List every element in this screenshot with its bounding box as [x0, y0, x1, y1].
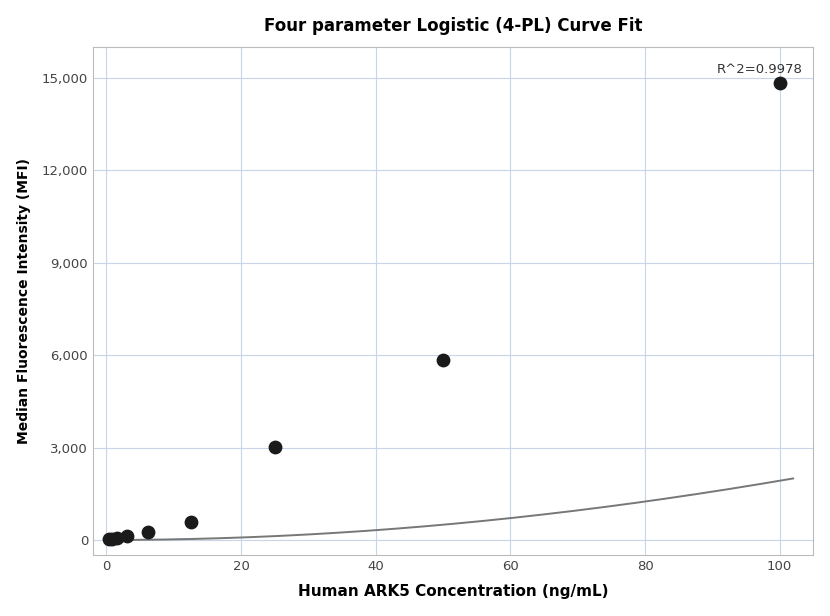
Y-axis label: Median Fluorescence Intensity (MFI): Median Fluorescence Intensity (MFI)	[17, 158, 31, 444]
Point	[110, 533, 124, 543]
Point	[773, 78, 786, 87]
X-axis label: Human ARK5 Concentration (ng/mL): Human ARK5 Concentration (ng/mL)	[298, 585, 608, 599]
Point	[437, 355, 450, 365]
Text: R^2=0.9978: R^2=0.9978	[716, 63, 803, 76]
Point	[105, 534, 118, 544]
Point	[121, 531, 134, 541]
Title: Four parameter Logistic (4-PL) Curve Fit: Four parameter Logistic (4-PL) Curve Fit	[264, 17, 642, 34]
Point	[184, 517, 198, 527]
Point	[142, 527, 155, 537]
Point	[102, 535, 115, 545]
Point	[268, 442, 281, 452]
